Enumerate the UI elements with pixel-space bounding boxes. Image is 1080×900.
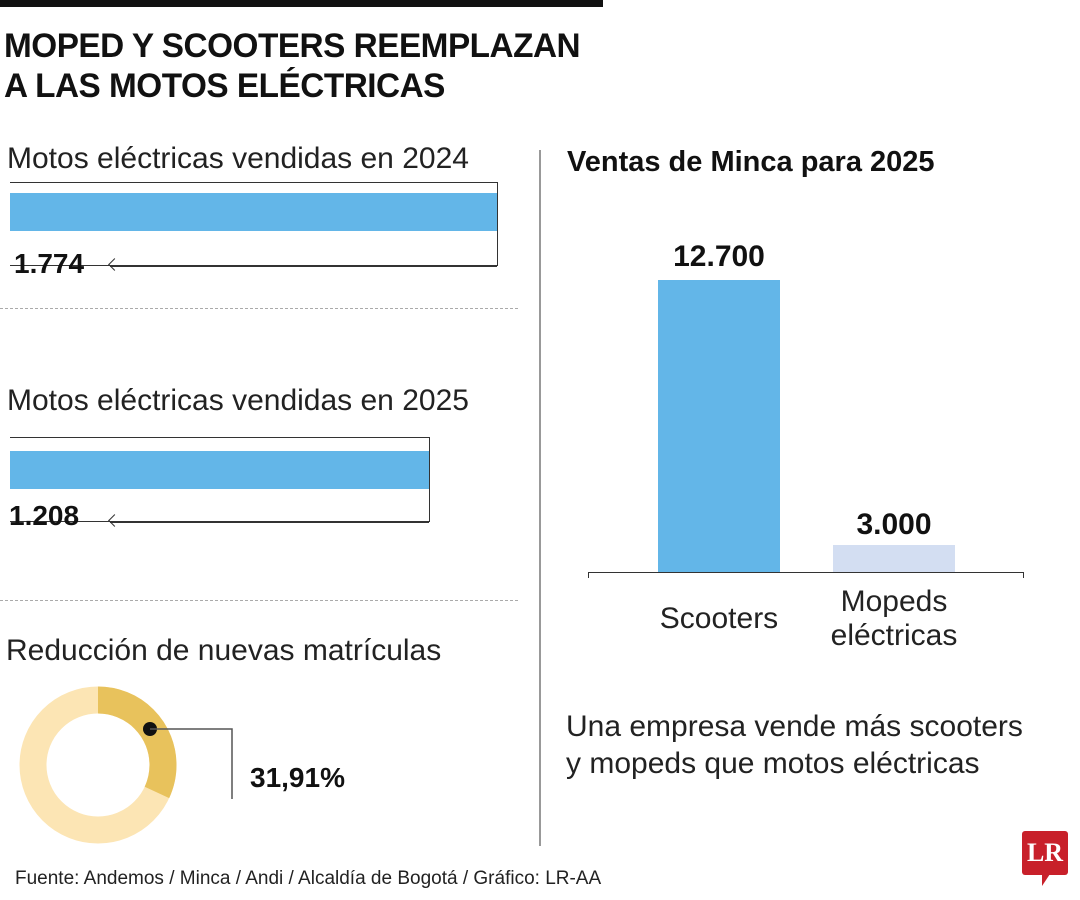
lr-logo: LR (1022, 831, 1068, 875)
headline-line-2: A LAS MOTOS ELÉCTRICAS (4, 67, 445, 105)
source-note: Fuente: Andemos / Minca / Andi / Alcaldí… (15, 868, 602, 889)
chart-2025-title: Motos eléctricas vendidas en 2025 (7, 384, 469, 417)
scooters-bar (658, 280, 780, 572)
value-2025: 1.208 (9, 500, 80, 531)
scooters-value: 12.700 (673, 240, 765, 273)
callout-line (150, 728, 233, 799)
top-rule (0, 0, 603, 7)
category-mopeds: Mopeds eléctricas (830, 585, 958, 652)
subtitle-line-1: Una empresa vende más scooters (566, 710, 1023, 743)
logo-text: LR (1026, 838, 1064, 867)
donut-reduction-segment (19, 686, 177, 844)
arrow-2024 (110, 265, 497, 267)
donut-title: Reducción de nuevas matrículas (6, 634, 442, 667)
mopeds-value: 3.000 (856, 508, 932, 541)
chart-2024-title: Motos eléctricas vendidas en 2024 (7, 142, 469, 175)
column-divider (539, 150, 541, 846)
minca-chart-title: Ventas de Minca para 2025 (567, 146, 935, 178)
value-2024: 1.774 (14, 248, 85, 279)
mopeds-bar (833, 545, 955, 572)
bar-2024 (10, 193, 497, 231)
category-scooters: Scooters (659, 602, 779, 635)
donut-value: 31,91% (250, 762, 345, 793)
bar-2025 (10, 451, 429, 489)
divider (0, 308, 518, 309)
subtitle-line-2: y mopeds que motos eléctricas (566, 747, 980, 780)
arrow-2025 (110, 521, 429, 523)
headline-line-1: MOPED Y SCOOTERS REEMPLAZAN (4, 27, 581, 65)
logo-tail (1042, 874, 1050, 886)
baseline-axis (588, 572, 1024, 578)
donut-chart (19, 686, 233, 844)
divider (0, 600, 518, 601)
